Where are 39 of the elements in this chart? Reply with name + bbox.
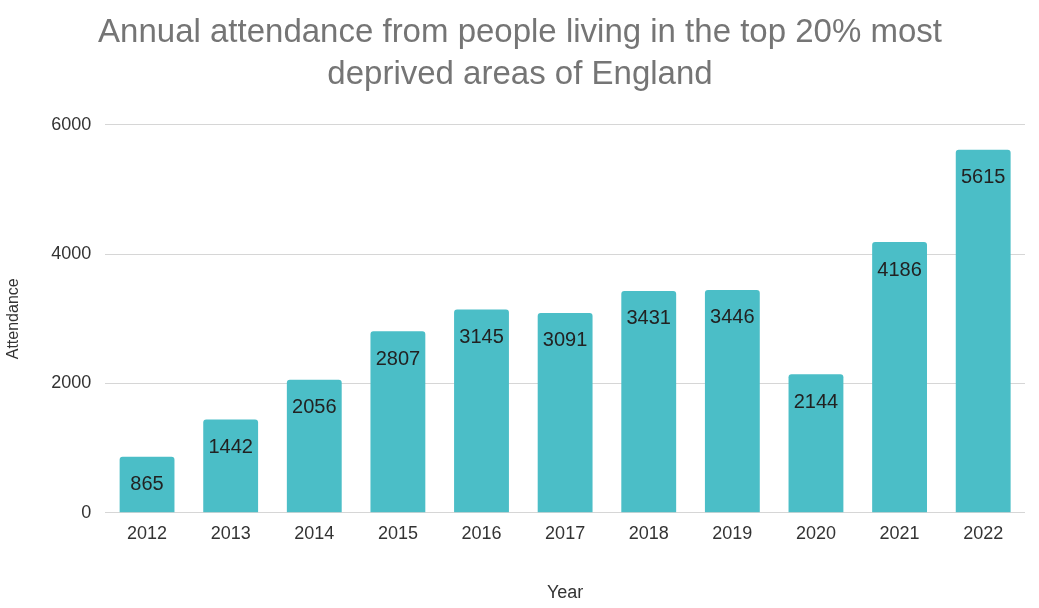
bar	[370, 331, 426, 513]
data-label: 4186	[877, 257, 922, 280]
x-tick-label: 2012	[127, 522, 168, 543]
bar	[286, 379, 342, 513]
x-tick-label: 2015	[377, 522, 418, 543]
bar	[621, 290, 677, 513]
data-label: 5615	[960, 165, 1006, 188]
data-label: 2144	[793, 389, 839, 412]
bar	[788, 374, 844, 513]
bar	[203, 419, 259, 513]
data-label: 3446	[710, 305, 755, 328]
x-tick-label: 2013	[210, 522, 251, 543]
x-axis-title: Year	[546, 582, 584, 603]
x-tick-label: 2021	[879, 522, 920, 543]
data-label: 2056	[292, 395, 337, 418]
data-label: 3145	[459, 324, 504, 347]
x-tick-label: 2017	[545, 522, 586, 543]
x-tick-label: 2018	[628, 522, 669, 543]
x-tick-label: 2016	[461, 522, 502, 543]
x-tick-label: 2014	[294, 522, 335, 543]
bar	[704, 289, 760, 513]
x-tick-label: 2019	[712, 522, 753, 543]
x-tick-label: 2020	[795, 522, 836, 543]
data-label: 3091	[542, 328, 588, 351]
y-tick-label: 4000	[51, 243, 92, 264]
chart-title: Annual attendance from people living in the top 20% most deprived areas of England	[97, 11, 943, 93]
data-label: 865	[130, 472, 164, 495]
y-tick-label: 0	[81, 501, 92, 522]
bar	[872, 242, 927, 513]
bar	[537, 312, 593, 513]
y-tick-label: 6000	[51, 113, 92, 134]
y-axis-title: Attendance	[4, 278, 22, 360]
data-label: 2807	[375, 346, 421, 369]
y-tick-label: 2000	[51, 372, 92, 393]
data-label: 3431	[626, 306, 671, 329]
x-tick-label: 2022	[963, 522, 1004, 543]
data-label: 1442	[208, 435, 253, 458]
bar	[955, 149, 1011, 513]
bar	[454, 309, 509, 513]
